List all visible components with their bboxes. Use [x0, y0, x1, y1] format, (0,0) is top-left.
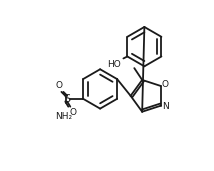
Text: NH₂: NH₂ — [55, 112, 72, 121]
Text: S: S — [63, 94, 70, 104]
Text: HO: HO — [107, 60, 120, 69]
Text: O: O — [161, 80, 168, 89]
Text: O: O — [56, 82, 63, 90]
Text: N: N — [162, 102, 169, 111]
Text: O: O — [70, 108, 77, 117]
